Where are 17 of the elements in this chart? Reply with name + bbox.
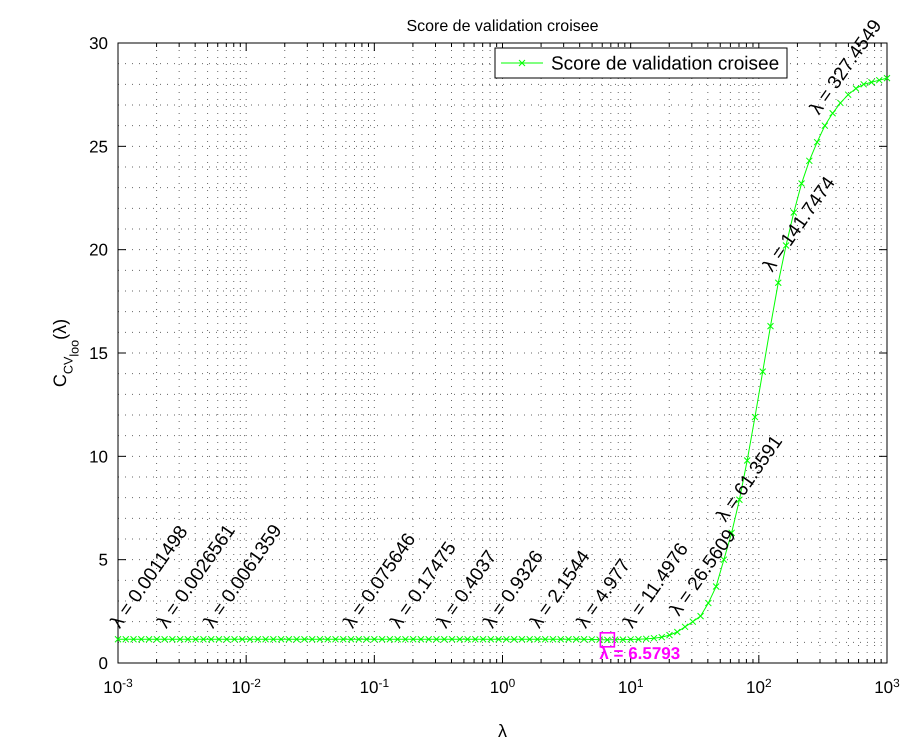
y-tick-label: 0 [98,654,108,673]
x-tick-label: 10$^{3}$ [874,676,900,697]
legend-label: Score de validation croisee [551,54,780,75]
x-tick-label: 10$^{1}$ [618,676,644,697]
x-tick-label: 10$^{-3}$ [103,676,134,697]
y-tick-label: 20 [89,240,108,260]
y-tick-label: 10 [89,447,108,466]
chart-title: Score de validation croisee [406,18,599,35]
y-tick-label: 25 [89,137,108,156]
x-axis-title: λ [498,721,507,741]
x-tick-label: 10$^{2}$ [746,676,772,697]
y-tick-label: 30 [89,34,108,53]
y-tick-label: 5 [98,550,108,570]
x-tick-label: 10$^{-2}$ [231,676,262,697]
x-tick-label: 10$^{0}$ [490,676,516,697]
x-tick-label: 10$^{-1}$ [360,676,390,697]
y-tick-label: 15 [89,344,108,363]
